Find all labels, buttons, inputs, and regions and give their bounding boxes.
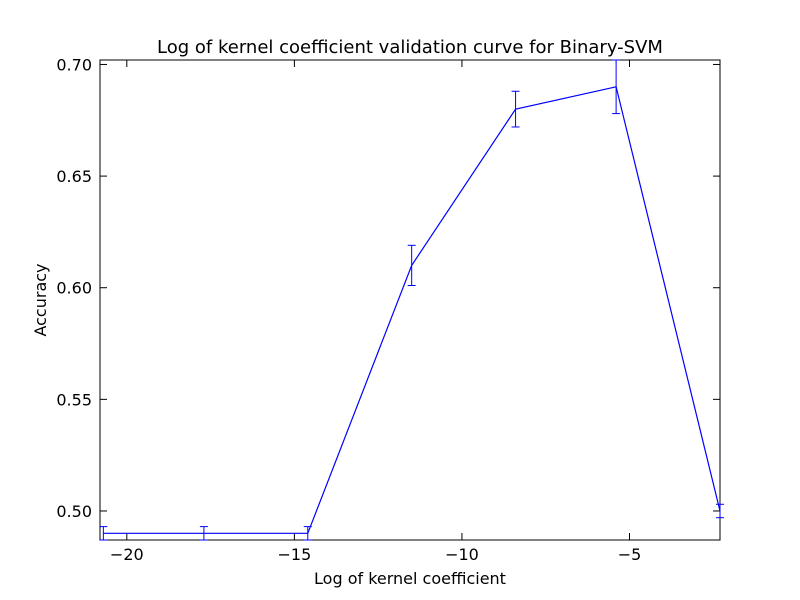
x-tick-label: −20 bbox=[110, 545, 144, 564]
chart-title: Log of kernel coefficient validation cur… bbox=[157, 37, 663, 58]
y-tick-label: 0.50 bbox=[56, 502, 92, 521]
y-tick-label: 0.65 bbox=[56, 167, 92, 186]
y-tick-label: 0.60 bbox=[56, 279, 92, 298]
y-tick-label: 0.70 bbox=[56, 55, 92, 74]
plot-frame bbox=[99, 59, 721, 541]
plot-layer: −20 −15 −10 −5 0.50 0.55 0.60 0.65 0.70 bbox=[56, 55, 724, 564]
y-axis-label: Accuracy bbox=[31, 263, 50, 336]
x-axis-label: Log of kernel coefficient bbox=[314, 569, 506, 588]
series-line bbox=[103, 86, 721, 534]
x-tick-label: −5 bbox=[618, 545, 642, 564]
x-tick-label: −15 bbox=[277, 545, 311, 564]
y-tick-label: 0.55 bbox=[56, 390, 92, 409]
x-tick-label: −10 bbox=[445, 545, 479, 564]
